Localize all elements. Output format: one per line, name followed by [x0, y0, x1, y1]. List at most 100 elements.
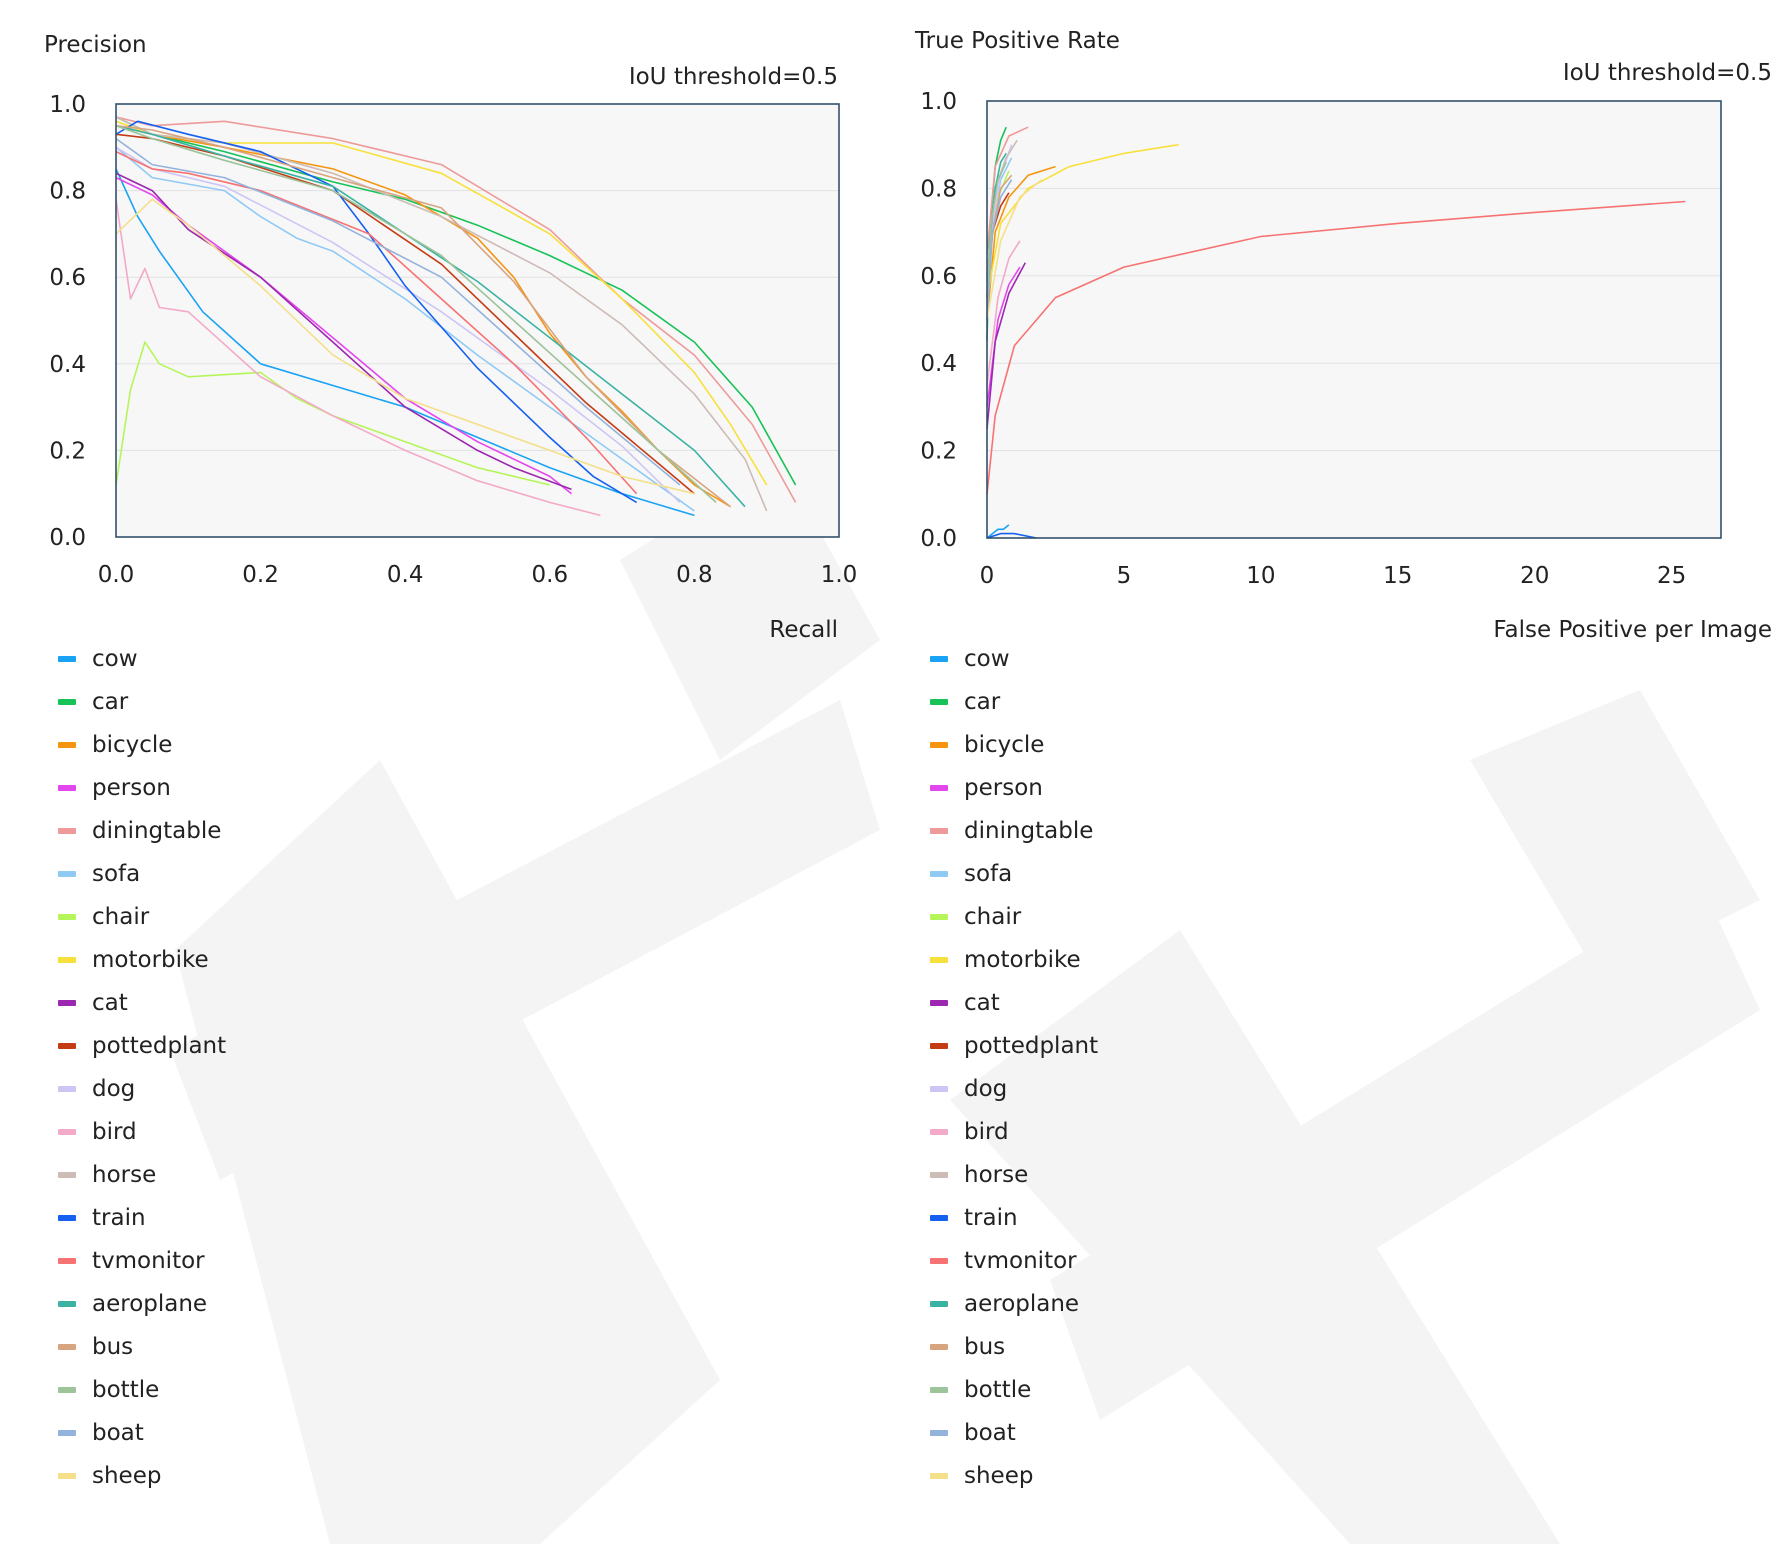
- legend-label: boat: [92, 1419, 144, 1446]
- legend-swatch: [930, 1257, 948, 1264]
- legend: cow car bicycle person diningtable sofa chair m…: [930, 637, 1098, 1497]
- legend-item-bicycle: bicycle: [930, 723, 1098, 766]
- legend-item-motorbike: motorbike: [930, 938, 1098, 981]
- y-tick-label: 0.8: [920, 176, 957, 202]
- legend-item-dog: dog: [58, 1067, 226, 1110]
- legend-swatch: [930, 1171, 948, 1178]
- legend-item-boat: boat: [58, 1411, 226, 1454]
- legend-swatch: [930, 999, 948, 1006]
- legend-item-tvmonitor: tvmonitor: [930, 1239, 1098, 1282]
- legend-swatch: [930, 1214, 948, 1221]
- series-line-motorbike: [986, 143, 1179, 298]
- legend-label: train: [92, 1204, 146, 1231]
- plot-area: [116, 104, 839, 537]
- legend-item-sofa: sofa: [58, 852, 226, 895]
- legend-item-car: car: [58, 680, 226, 723]
- legend-item-pottedplant: pottedplant: [930, 1024, 1098, 1067]
- x-tick-label: 0.8: [676, 562, 713, 588]
- legend-item-diningtable: diningtable: [930, 809, 1098, 852]
- legend-item-horse: horse: [930, 1153, 1098, 1196]
- legend-label: cat: [964, 989, 1000, 1016]
- x-tick-label: 20: [1520, 563, 1549, 589]
- iou-annotation: IoU threshold=0.5: [628, 64, 838, 90]
- x-tick-label: 0.6: [532, 562, 569, 588]
- x-tick-label: 1.0: [821, 562, 858, 588]
- legend-swatch: [930, 1429, 948, 1436]
- legend-label: bottle: [92, 1376, 160, 1403]
- y-axis-label: Precision: [44, 32, 147, 58]
- legend-item-cow: cow: [58, 637, 226, 680]
- series-line-cat: [986, 262, 1027, 429]
- legend-label: horse: [92, 1161, 157, 1188]
- legend-label: motorbike: [964, 946, 1081, 973]
- legend-item-pottedplant: pottedplant: [58, 1024, 226, 1067]
- plot-area: [987, 101, 1721, 538]
- legend-swatch: [58, 1257, 76, 1264]
- legend-swatch: [930, 1042, 948, 1049]
- legend-label: car: [964, 688, 1001, 715]
- y-tick-label: 0.0: [920, 526, 957, 552]
- legend-item-train: train: [58, 1196, 226, 1239]
- legend-label: pottedplant: [964, 1032, 1099, 1059]
- legend-swatch: [930, 1128, 948, 1135]
- legend-swatch: [930, 913, 948, 920]
- x-tick-label: 0.2: [242, 562, 279, 588]
- legend-label: diningtable: [92, 817, 222, 844]
- legend-item-dog: dog: [930, 1067, 1098, 1110]
- legend-item-chair: chair: [58, 895, 226, 938]
- y-tick-label: 0.4: [920, 351, 957, 377]
- series-line-sheep: [986, 179, 1043, 320]
- series-line-cat: [115, 172, 572, 491]
- series-line-train: [986, 532, 1037, 539]
- legend-swatch: [58, 1300, 76, 1307]
- legend-item-horse: horse: [58, 1153, 226, 1196]
- legend-label: boat: [964, 1419, 1016, 1446]
- legend-item-person: person: [930, 766, 1098, 809]
- y-tick-label: 1.0: [920, 89, 957, 115]
- legend-item-bottle: bottle: [930, 1368, 1098, 1411]
- series-line-sheep: [115, 198, 695, 495]
- legend-label: bicycle: [92, 731, 173, 758]
- legend-swatch: [58, 999, 76, 1006]
- legend-item-sofa: sofa: [930, 852, 1098, 895]
- legend-item-bicycle: bicycle: [58, 723, 226, 766]
- series-line-diningtable: [986, 126, 1029, 254]
- legend-label: sofa: [964, 860, 1013, 887]
- iou-annotation: IoU threshold=0.5: [1562, 60, 1772, 86]
- legend-swatch: [58, 655, 76, 662]
- legend-label: chair: [964, 903, 1022, 930]
- legend-label: bottle: [964, 1376, 1032, 1403]
- x-axis-label: False Positive per Image: [1493, 617, 1772, 643]
- series-line-bicycle: [986, 165, 1056, 320]
- legend-label: person: [92, 774, 171, 801]
- legend-label: bird: [964, 1118, 1009, 1145]
- legend-label: motorbike: [92, 946, 209, 973]
- legend-label: bird: [92, 1118, 137, 1145]
- legend-label: dog: [964, 1075, 1008, 1102]
- legend: cow car bicycle person diningtable sofa chair m…: [58, 637, 226, 1497]
- legend-label: train: [964, 1204, 1018, 1231]
- legend-swatch: [58, 870, 76, 877]
- legend-label: car: [92, 688, 129, 715]
- tpr-fppi-plot: 0.0 0.2 0.4 0.6 0.8 1.0 0 5 10 15 20 25: [920, 89, 1722, 589]
- x-tick-label: 0.4: [387, 562, 424, 588]
- legend-swatch: [930, 827, 948, 834]
- y-tick-label: 0.2: [49, 438, 86, 464]
- x-axis-label: Recall: [769, 617, 838, 643]
- legend-swatch: [58, 1085, 76, 1092]
- series-line-bird: [986, 240, 1021, 386]
- legend-label: aeroplane: [92, 1290, 208, 1317]
- legend-label: person: [964, 774, 1043, 801]
- legend-item-diningtable: diningtable: [58, 809, 226, 852]
- legend-item-cow: cow: [930, 637, 1098, 680]
- legend-swatch: [930, 784, 948, 791]
- legend-label: sheep: [964, 1462, 1034, 1489]
- series-line-car: [115, 116, 797, 486]
- series-line-aeroplane: [115, 124, 746, 508]
- legend-swatch: [930, 1300, 948, 1307]
- legend-item-bottle: bottle: [58, 1368, 226, 1411]
- legend-item-motorbike: motorbike: [58, 938, 226, 981]
- legend-item-cat: cat: [58, 981, 226, 1024]
- legend-label: aeroplane: [964, 1290, 1080, 1317]
- legend-swatch: [58, 1429, 76, 1436]
